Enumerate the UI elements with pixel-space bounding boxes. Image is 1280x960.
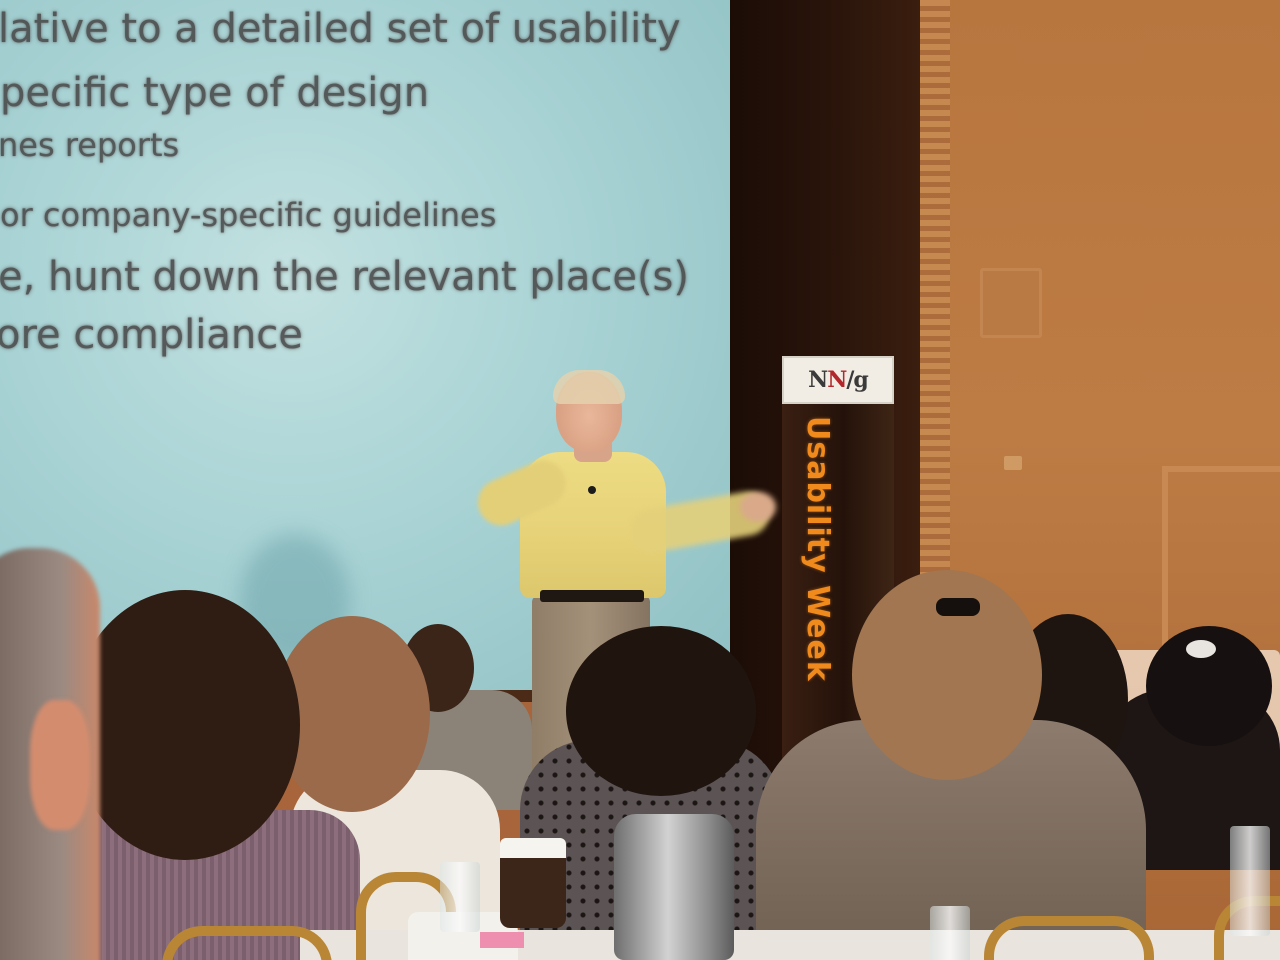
projection-screen: lative to a detailed set of usability pe…	[0, 0, 730, 692]
foreground-person-ear	[30, 700, 90, 830]
logo-letter: N	[808, 367, 828, 393]
hair-clip	[1186, 640, 1216, 658]
presenter-hair	[553, 370, 625, 404]
slide-line: nes reports	[0, 126, 180, 164]
presenter-hand	[740, 492, 776, 522]
audience-member-head	[70, 590, 300, 860]
wall-door-panel	[1162, 466, 1280, 662]
logo-letter: /g	[846, 367, 868, 393]
coffee-cup	[500, 838, 566, 928]
water-glass	[1230, 826, 1270, 936]
slide-line: lative to a detailed set of usability	[0, 6, 681, 52]
chair-back	[984, 916, 1154, 960]
water-glass	[930, 906, 970, 960]
presenter-belt	[540, 590, 644, 602]
banner-title: Usability Week	[800, 416, 835, 682]
light-switch	[1004, 456, 1022, 470]
wall-vent	[980, 268, 1042, 338]
audience-member-head	[566, 626, 756, 796]
slide-line: pecific type of design	[0, 70, 430, 116]
water-glass	[440, 862, 480, 932]
audience-member-head	[274, 616, 430, 812]
slide-line: or company-specific guidelines	[0, 196, 497, 234]
lapel-microphone-icon	[588, 486, 596, 494]
water-pitcher	[614, 814, 734, 960]
logo-letter-red: N	[827, 367, 847, 393]
slide-line: ore compliance	[0, 312, 303, 358]
nng-logo: N N /g	[782, 356, 894, 404]
sticky-note	[480, 932, 524, 948]
hair-clip	[936, 598, 980, 616]
chair-back	[162, 926, 332, 960]
slide-line: e, hunt down the relevant place(s)	[0, 254, 689, 300]
